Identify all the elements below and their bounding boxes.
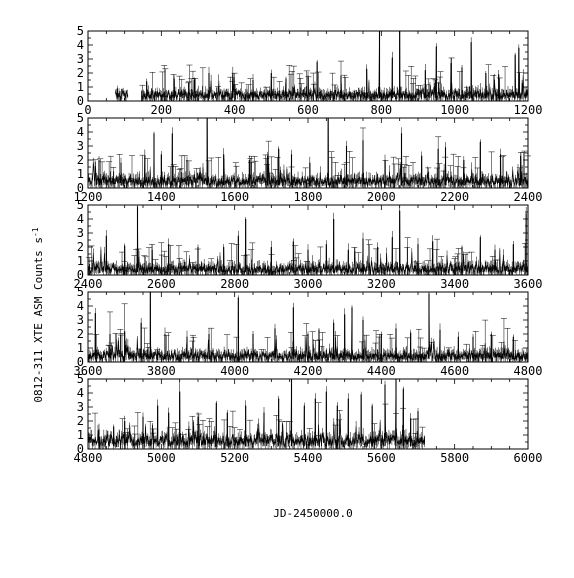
x-tick-label: 1800 bbox=[294, 190, 323, 204]
x-tick-label: 800 bbox=[370, 103, 392, 117]
x-tick-label: 1200 bbox=[514, 103, 543, 117]
y-tick-label: 2 bbox=[77, 414, 84, 428]
x-tick-label: 2600 bbox=[147, 277, 176, 291]
y-tick-label: 4 bbox=[77, 125, 84, 139]
y-tick-label: 0 bbox=[77, 268, 84, 282]
x-tick-label: 2000 bbox=[367, 190, 396, 204]
y-tick-label: 5 bbox=[77, 285, 84, 299]
x-tick-label: 3400 bbox=[440, 277, 469, 291]
y-tick-label: 1 bbox=[77, 428, 84, 442]
x-tick-label: 4400 bbox=[367, 364, 396, 378]
x-tick-label: 2400 bbox=[74, 277, 103, 291]
error-bars bbox=[115, 31, 529, 101]
y-tick-label: 1 bbox=[77, 80, 84, 94]
x-tick-label: 4800 bbox=[514, 364, 543, 378]
y-tick-label: 2 bbox=[77, 240, 84, 254]
x-tick-label: 5400 bbox=[294, 451, 323, 465]
x-tick-label: 600 bbox=[297, 103, 319, 117]
y-tick-label: 1 bbox=[77, 341, 84, 355]
x-tick-label: 3800 bbox=[147, 364, 176, 378]
y-tick-label: 4 bbox=[77, 212, 84, 226]
y-tick-label: 3 bbox=[77, 313, 84, 327]
y-axis-label: 0812-311 XTE ASM Counts s-1 bbox=[31, 227, 45, 402]
x-tick-label: 2800 bbox=[220, 277, 249, 291]
light-curve-series bbox=[87, 206, 529, 275]
x-tick-label: 4600 bbox=[440, 364, 469, 378]
y-tick-label: 4 bbox=[77, 299, 84, 313]
x-tick-label: 5600 bbox=[367, 451, 396, 465]
x-tick-label: 5000 bbox=[147, 451, 176, 465]
x-tick-label: 0 bbox=[84, 103, 91, 117]
x-tick-label: 3200 bbox=[367, 277, 396, 291]
y-tick-label: 2 bbox=[77, 153, 84, 167]
x-tick-label: 3000 bbox=[294, 277, 323, 291]
x-tick-label: 4200 bbox=[294, 364, 323, 378]
y-tick-label: 0 bbox=[77, 94, 84, 108]
y-tick-label: 5 bbox=[77, 111, 84, 125]
y-tick-label: 0 bbox=[77, 442, 84, 456]
y-tick-label: 3 bbox=[77, 226, 84, 240]
y-tick-label: 5 bbox=[77, 24, 84, 38]
y-tick-label: 3 bbox=[77, 139, 84, 153]
y-tick-label: 1 bbox=[77, 167, 84, 181]
light-curve-series bbox=[87, 378, 426, 448]
x-tick-label: 3600 bbox=[74, 364, 103, 378]
y-tick-label: 4 bbox=[77, 38, 84, 52]
y-tick-label: 1 bbox=[77, 254, 84, 268]
y-tick-label: 2 bbox=[77, 327, 84, 341]
y-tick-label: 2 bbox=[77, 66, 84, 80]
y-tick-label: 3 bbox=[77, 400, 84, 414]
x-tick-label: 5200 bbox=[220, 451, 249, 465]
y-tick-label: 5 bbox=[77, 372, 84, 386]
x-tick-label: 1400 bbox=[147, 190, 176, 204]
y-tick-label: 0 bbox=[77, 181, 84, 195]
y-axis-label-main: 0812-311 XTE ASM Counts s bbox=[32, 237, 45, 403]
x-tick-label: 1000 bbox=[440, 103, 469, 117]
x-tick-label: 1600 bbox=[220, 190, 249, 204]
x-tick-label: 4800 bbox=[74, 451, 103, 465]
x-tick-label: 400 bbox=[224, 103, 246, 117]
y-tick-label: 4 bbox=[77, 386, 84, 400]
light-curve-series bbox=[115, 30, 529, 101]
y-tick-label: 3 bbox=[77, 52, 84, 66]
y-tick-label: 0 bbox=[77, 355, 84, 369]
x-tick-label: 2200 bbox=[440, 190, 469, 204]
y-axis-label-superscript: -1 bbox=[31, 227, 40, 237]
x-tick-label: 6000 bbox=[514, 451, 543, 465]
x-tick-label: 3600 bbox=[514, 277, 543, 291]
x-axis-label: JD-2450000.0 bbox=[273, 507, 352, 520]
x-tick-label: 1200 bbox=[74, 190, 103, 204]
x-tick-label: 5800 bbox=[440, 451, 469, 465]
x-tick-label: 200 bbox=[150, 103, 172, 117]
x-tick-label: 4000 bbox=[220, 364, 249, 378]
x-tick-label: 2400 bbox=[514, 190, 543, 204]
y-tick-label: 5 bbox=[77, 198, 84, 212]
